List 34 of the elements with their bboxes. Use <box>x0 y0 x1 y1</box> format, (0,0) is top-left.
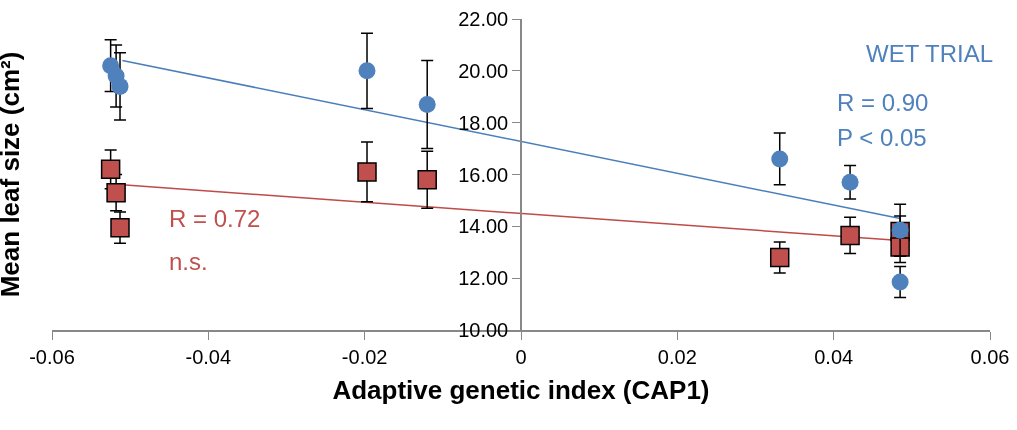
point <box>771 150 789 168</box>
point <box>841 173 859 191</box>
y-axis-title: Mean leaf size (cm²) <box>0 51 26 298</box>
point <box>418 96 436 114</box>
y-tick-label: 22.00 <box>458 8 509 30</box>
x-tick-label: 0.04 <box>814 345 854 368</box>
point <box>357 162 377 182</box>
x-tick-label: -0.02 <box>341 345 388 368</box>
x-tick-label: 0.02 <box>657 345 697 368</box>
point <box>891 273 909 291</box>
point <box>358 62 376 80</box>
x-tick-label: 0.06 <box>970 345 1010 368</box>
annotation: P < 0.05 <box>837 124 927 151</box>
x-axis-title: Adaptive genetic index (CAP1) <box>332 374 710 405</box>
y-tick-label: 18.00 <box>458 111 509 134</box>
y-tick-label: 12.00 <box>458 267 509 290</box>
x-tick-label: 0 <box>515 345 527 368</box>
y-tick-label: 20.00 <box>458 59 509 82</box>
point <box>110 217 130 238</box>
point <box>769 247 790 268</box>
annotation: R = 0.72 <box>169 205 261 232</box>
annotation: n.s. <box>169 248 208 275</box>
x-tick-label: -0.06 <box>29 345 75 368</box>
annotation: WET TRIAL <box>866 40 994 67</box>
point <box>111 77 129 95</box>
y-tick-label: 10.00 <box>458 319 509 341</box>
point <box>840 225 860 246</box>
point <box>417 169 437 190</box>
point <box>106 182 126 203</box>
point <box>100 159 121 180</box>
y-tick-label: 14.00 <box>458 215 509 238</box>
annotation: R = 0.90 <box>837 89 929 116</box>
x-tick-label: -0.04 <box>185 345 232 368</box>
y-tick-label: 16.00 <box>458 163 509 186</box>
